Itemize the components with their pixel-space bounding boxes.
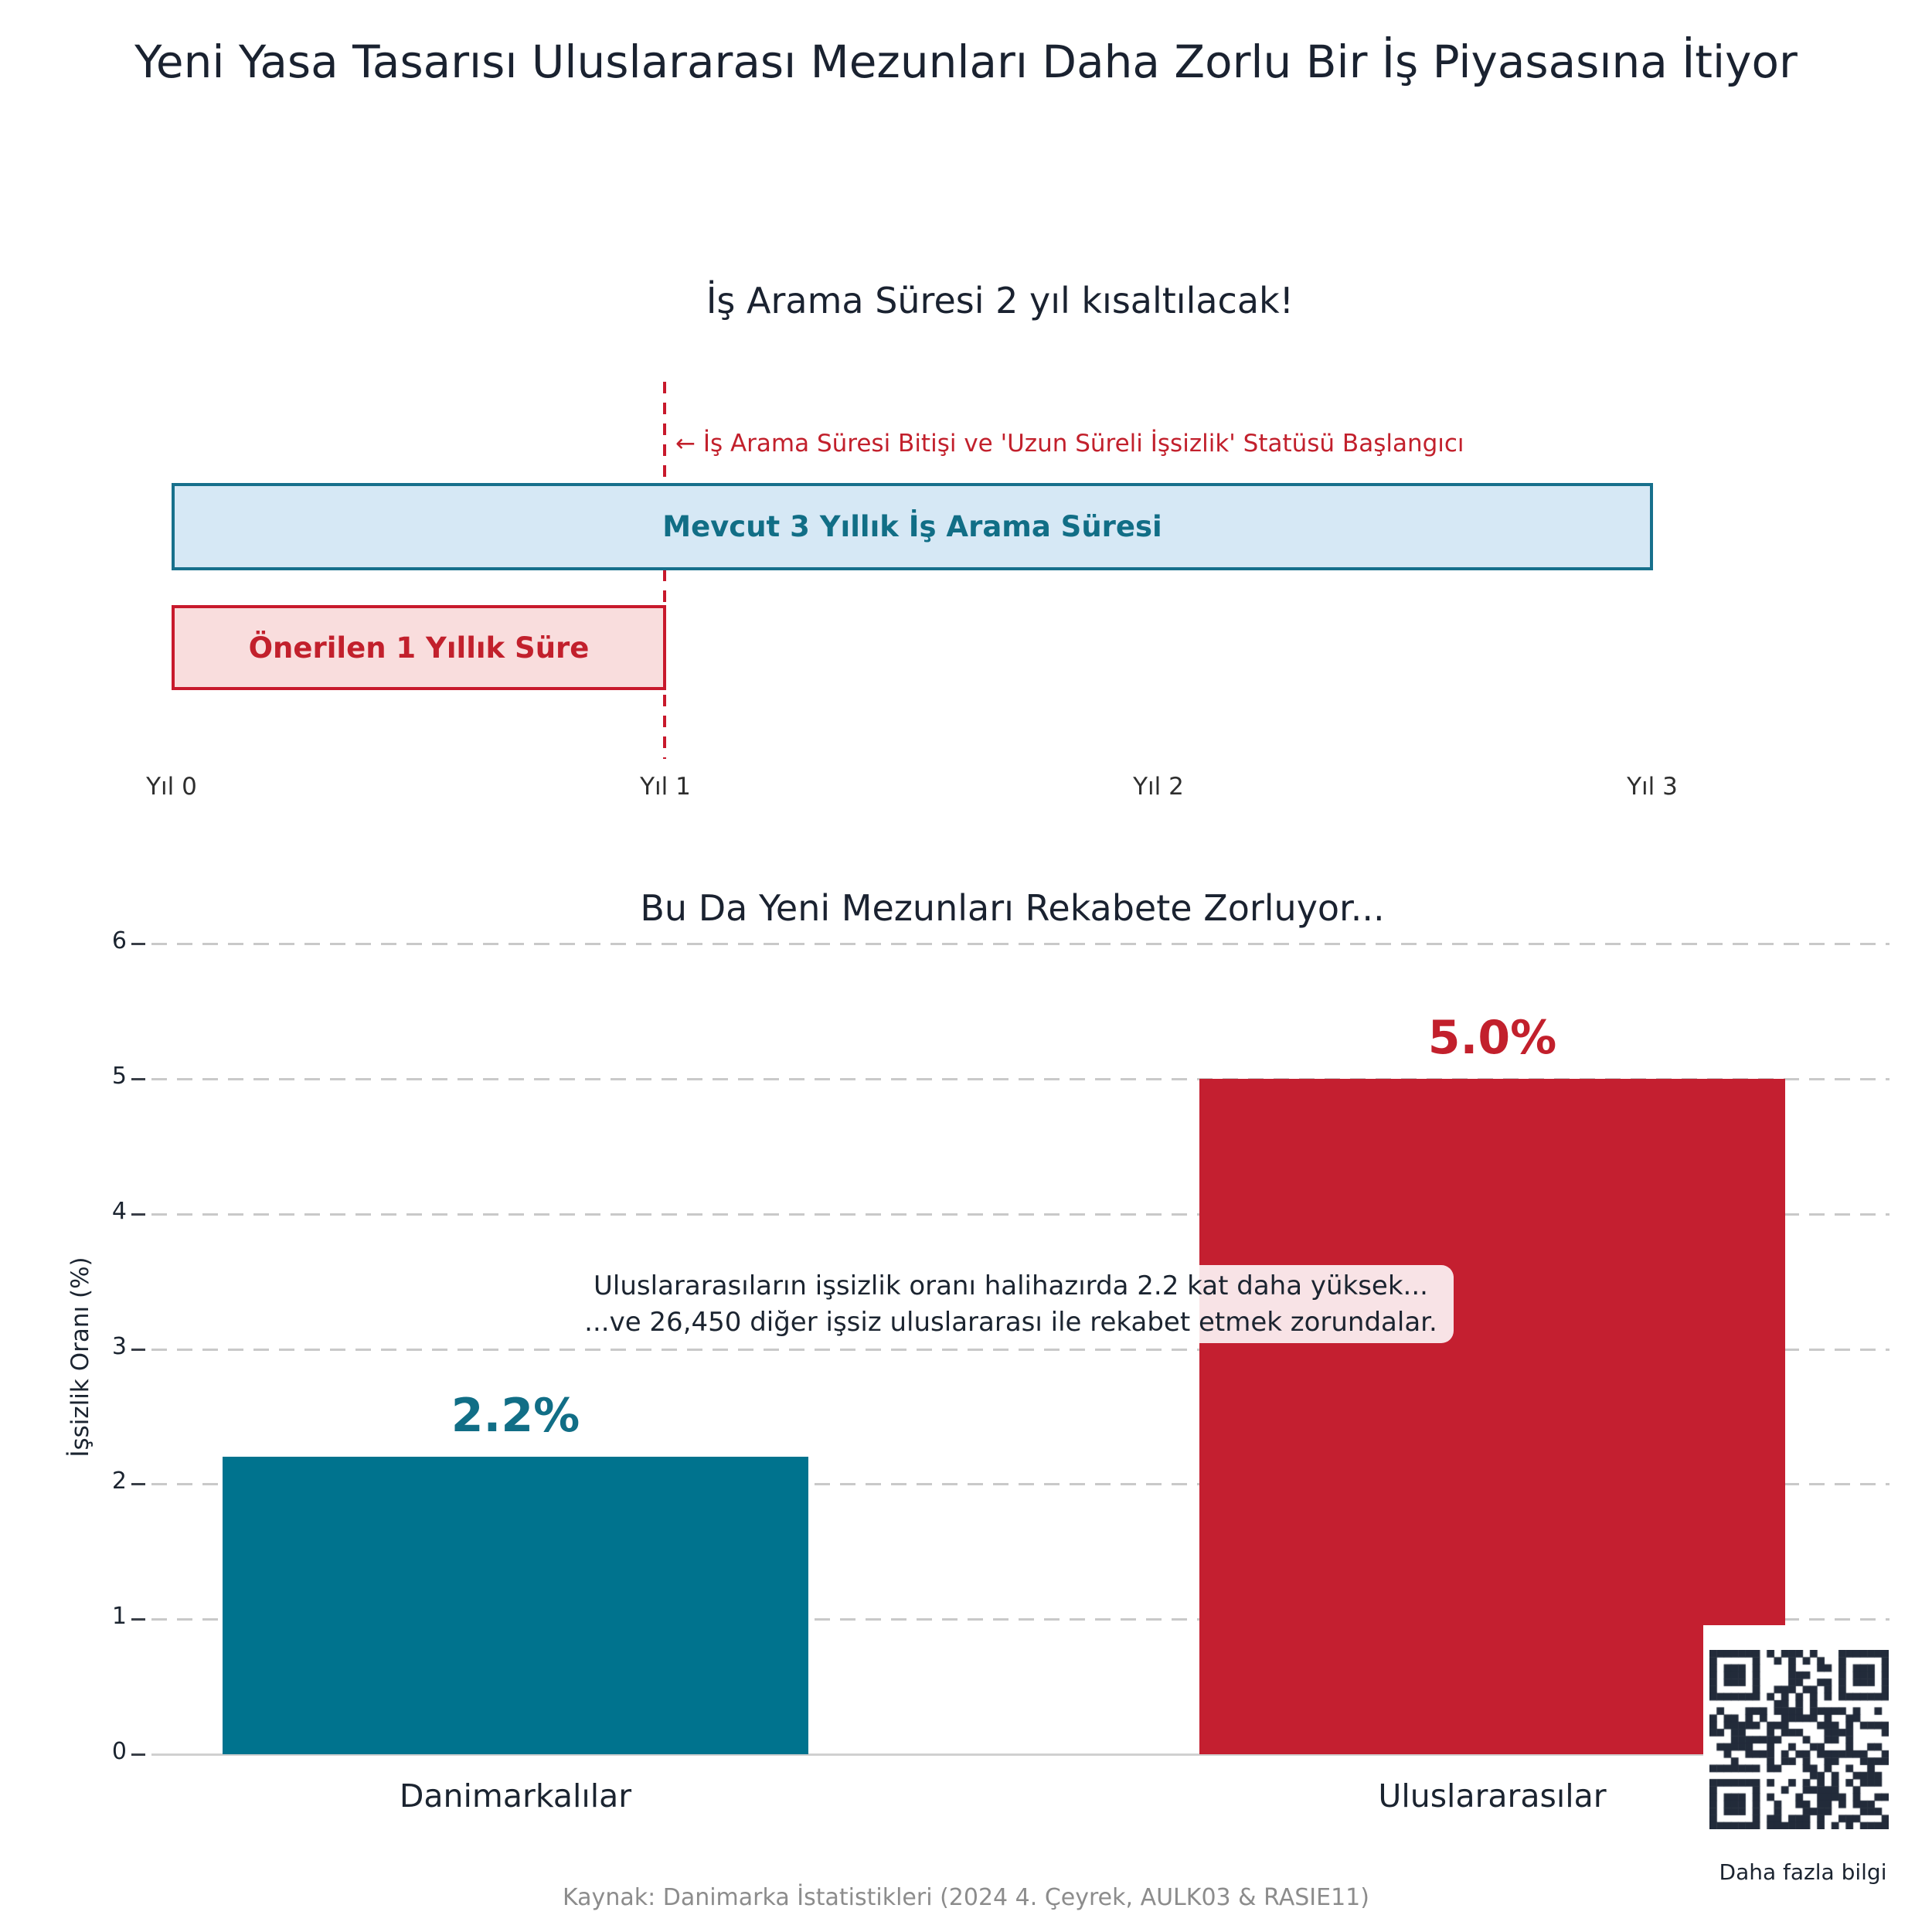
gridline-1 [151,1618,1889,1621]
bar-internationals-value-label: 5.0% [1427,1010,1557,1065]
annotation-line-1: Uluslararasıların işsizlik oranı halihaz… [594,1270,1428,1301]
proposed-period-bar-label: Önerilen 1 Yıllık Süre [248,631,590,665]
current-period-bar-label: Mevcut 3 Yıllık İş Arama Süresi [662,510,1162,543]
timeline-tick-year3: Yıl 3 [1627,773,1678,801]
page-title: Yeni Yasa Tasarısı Uluslararası Mezunlar… [134,36,1798,88]
annotation-box: Uluslararasıların işsizlik oranı halihaz… [568,1265,1454,1343]
bar-danes-category-label: Danimarkalılar [399,1777,632,1815]
timeline-tick-year1: Yıl 1 [640,773,691,801]
y-tick-mark-1 [131,1618,145,1621]
proposed-period-bar: Önerilen 1 Yıllık Süre [172,605,666,690]
bar-danes-value-label: 2.2% [451,1389,580,1444]
y-tick-label-0: 0 [111,1738,127,1765]
timeline-annotation: ← İş Arama Süresi Bitişi ve 'Uzun Süreli… [675,430,1464,457]
current-period-bar: Mevcut 3 Yıllık İş Arama Süresi [172,483,1653,570]
timeline-tick-year0: Yıl 0 [146,773,197,801]
gridline-4 [151,1213,1889,1216]
annotation-line-2: ...ve 26,450 diğer işsiz uluslararası il… [584,1306,1437,1338]
bar-internationals [1199,1078,1785,1754]
bar-internationals-category-label: Uluslararasılar [1378,1777,1607,1815]
source-attribution: Kaynak: Danimarka İstatistikleri (2024 4… [563,1884,1369,1911]
y-tick-mark-2 [131,1483,145,1486]
qr-code-label: Daha fazla bilgi [1719,1859,1887,1885]
qr-code [1709,1650,1889,1829]
bar-chart-title: Bu Da Yeni Mezunları Rekabete Zorluyor..… [640,887,1385,929]
timeline-tick-year2: Yıl 2 [1133,773,1184,801]
y-tick-label-6: 6 [111,927,127,954]
y-tick-label-4: 4 [111,1197,127,1225]
gridline-5 [151,1077,1889,1080]
gridline-2 [151,1483,1889,1486]
timeline-chart-title: İş Arama Süresi 2 yıl kısaltılacak! [706,280,1294,321]
gridline-6 [151,943,1889,945]
year1-dashed-line [663,382,666,759]
y-tick-mark-4 [131,1213,145,1216]
y-tick-label-3: 3 [111,1332,127,1360]
y-tick-label-1: 1 [111,1603,127,1631]
x-axis-line [151,1753,1889,1756]
y-tick-label-2: 2 [111,1468,127,1495]
gridline-3 [151,1348,1889,1351]
y-tick-mark-3 [131,1348,145,1351]
y-tick-label-5: 5 [111,1062,127,1090]
y-tick-mark-5 [131,1077,145,1080]
bar-danes [223,1457,808,1754]
y-tick-mark-0 [131,1753,145,1756]
y-tick-mark-6 [131,943,145,945]
